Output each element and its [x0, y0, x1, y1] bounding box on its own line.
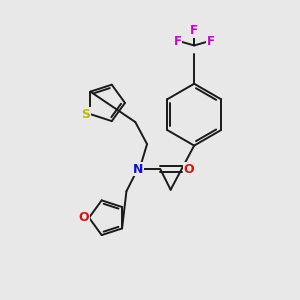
Text: S: S [81, 108, 90, 121]
Text: F: F [173, 34, 181, 48]
Text: F: F [190, 24, 198, 37]
Text: F: F [207, 34, 215, 48]
Text: N: N [133, 163, 143, 176]
Text: O: O [78, 211, 89, 224]
Text: O: O [184, 163, 194, 176]
